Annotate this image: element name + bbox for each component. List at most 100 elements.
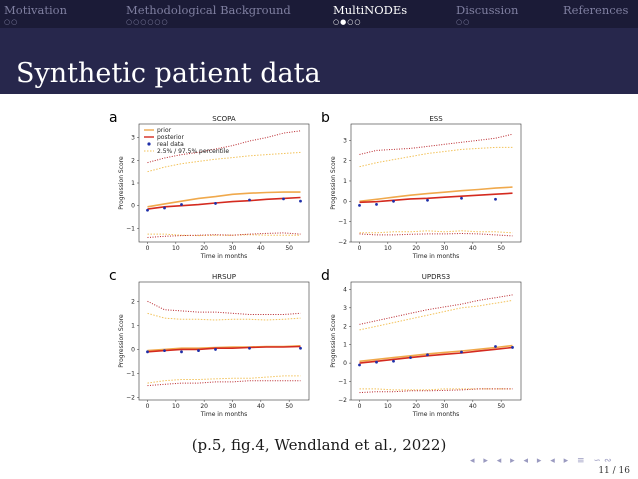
x-tick-label: 20 xyxy=(200,403,208,410)
panel-d: d UPDRS3 0 10 20 30 40 50 −2 −1 0 1 2 3 4 Time in month… xyxy=(321,268,522,418)
panel-letter: c xyxy=(109,268,117,284)
real-data-point xyxy=(180,203,183,206)
y-tick-label: 1 xyxy=(343,342,347,349)
real-data-point xyxy=(494,345,497,348)
plot-frame xyxy=(350,281,522,401)
nav-section-discussion[interactable]: Discussion xyxy=(456,3,519,17)
real-data-point xyxy=(163,206,166,210)
series-posterior-lower xyxy=(147,232,301,238)
slide-title: Synthetic patient data xyxy=(16,58,321,89)
y-axis-label: Progression Score xyxy=(330,156,337,210)
real-data-point xyxy=(197,349,200,353)
series-posterior xyxy=(359,192,513,204)
y-tick-label: 3 xyxy=(131,135,135,142)
x-tick-label: 10 xyxy=(172,403,180,410)
real-data-point xyxy=(282,197,285,201)
x-tick-label: 40 xyxy=(469,245,477,252)
legend-label-posterior: posterior xyxy=(157,134,184,141)
panel-title: UPDRS3 xyxy=(422,273,451,281)
y-axis-label: Progression Score xyxy=(118,156,125,210)
figure-caption: (p.5, fig.4, Wendland et al., 2022) xyxy=(191,436,447,454)
nav-dots-multinodes[interactable]: ○●○○ xyxy=(333,18,362,26)
series-prior-upper xyxy=(359,146,513,168)
real-data-point xyxy=(146,350,149,354)
nav-dots-methodological-background[interactable]: ○○○○○○ xyxy=(126,18,169,26)
real-data-point xyxy=(214,202,217,205)
series-posterior-upper xyxy=(359,133,513,155)
y-tick-label: −2 xyxy=(338,397,347,404)
real-data-point xyxy=(375,360,378,364)
x-tick-label: 50 xyxy=(285,403,293,410)
series-posterior-upper xyxy=(147,300,301,315)
real-data-point xyxy=(163,349,166,353)
x-tick-label: 20 xyxy=(412,403,420,410)
x-tick-label: 50 xyxy=(285,245,293,252)
y-tick-label: −1 xyxy=(338,379,347,386)
y-tick-label: 2 xyxy=(131,157,135,164)
panel-letter: d xyxy=(321,268,330,284)
real-data-point xyxy=(248,198,251,202)
figure-container: a SCOPA 0 10 20 30 40 50 −1 0 1 2 3 Time in months Pro… xyxy=(103,110,533,422)
x-tick-label: 0 xyxy=(358,403,362,410)
nav-section-motivation[interactable]: Motivation xyxy=(4,3,67,17)
panel-title: HRSUP xyxy=(212,273,236,281)
series-posterior-lower xyxy=(359,388,513,394)
x-tick-label: 10 xyxy=(172,245,180,252)
real-data-point xyxy=(460,196,463,200)
x-tick-label: 20 xyxy=(412,245,420,252)
series-posterior-upper xyxy=(147,130,301,164)
x-tick-label: 30 xyxy=(441,403,449,410)
y-tick-label: 0 xyxy=(131,346,135,353)
series-posterior xyxy=(147,345,301,353)
frame-title-bar: Synthetic patient data xyxy=(0,28,638,94)
y-tick-label: 3 xyxy=(343,305,347,312)
real-data-point xyxy=(511,346,514,349)
series-prior xyxy=(359,186,513,203)
real-data-point xyxy=(358,363,361,367)
y-tick-label: −2 xyxy=(338,239,347,246)
y-tick-label: −2 xyxy=(126,395,135,402)
y-tick-label: −1 xyxy=(126,225,135,232)
real-data-point xyxy=(248,346,251,350)
real-data-point xyxy=(426,353,429,357)
real-data-point xyxy=(392,199,395,203)
series-posterior-upper xyxy=(359,294,513,325)
real-data-point xyxy=(180,350,183,354)
x-axis-label: Time in months xyxy=(412,411,460,418)
nav-dots-discussion[interactable]: ○○ xyxy=(456,18,471,26)
beamer-navigation-controls[interactable]: ◂ ▸ ◂ ▸ ◂ ▸ ◂ ▸ ≡ ∽∾ xyxy=(470,456,615,466)
panel-letter: a xyxy=(109,112,118,126)
x-tick-label: 40 xyxy=(257,245,265,252)
x-tick-label: 20 xyxy=(200,245,208,252)
series-prior-upper xyxy=(359,299,513,331)
real-data-point xyxy=(494,197,497,201)
panel-a: a SCOPA 0 10 20 30 40 50 −1 0 1 2 3 Time in months Pro… xyxy=(109,110,310,260)
real-data-point xyxy=(358,203,361,207)
legend-swatch-real xyxy=(147,142,151,146)
nav-section-multinodes[interactable]: MultiNODEs xyxy=(333,3,408,17)
series-posterior-lower xyxy=(147,380,301,387)
x-tick-label: 10 xyxy=(384,403,392,410)
x-tick-label: 30 xyxy=(229,245,237,252)
series-prior xyxy=(147,191,301,208)
real-data-point xyxy=(426,198,429,202)
y-tick-label: 2 xyxy=(343,323,347,330)
y-axis-label: Progression Score xyxy=(118,314,125,368)
y-tick-label: 0 xyxy=(131,203,135,210)
panel-title: SCOPA xyxy=(212,115,236,123)
x-tick-label: 0 xyxy=(146,403,150,410)
legend-label-real: real data xyxy=(157,141,184,148)
series-prior-lower xyxy=(359,230,513,234)
real-data-point xyxy=(214,348,217,351)
x-tick-label: 40 xyxy=(257,403,265,410)
x-tick-label: 30 xyxy=(229,403,237,410)
y-tick-label: 1 xyxy=(343,178,347,185)
series-posterior xyxy=(147,196,301,210)
series-prior-upper xyxy=(147,312,301,321)
nav-section-references[interactable]: References xyxy=(563,3,629,17)
nav-dots-motivation[interactable]: ○○ xyxy=(4,18,19,26)
y-tick-label: −1 xyxy=(338,219,347,226)
real-data-point xyxy=(375,202,378,206)
series-prior-lower xyxy=(147,375,301,384)
nav-section-methodological-background[interactable]: Methodological Background xyxy=(126,3,291,17)
